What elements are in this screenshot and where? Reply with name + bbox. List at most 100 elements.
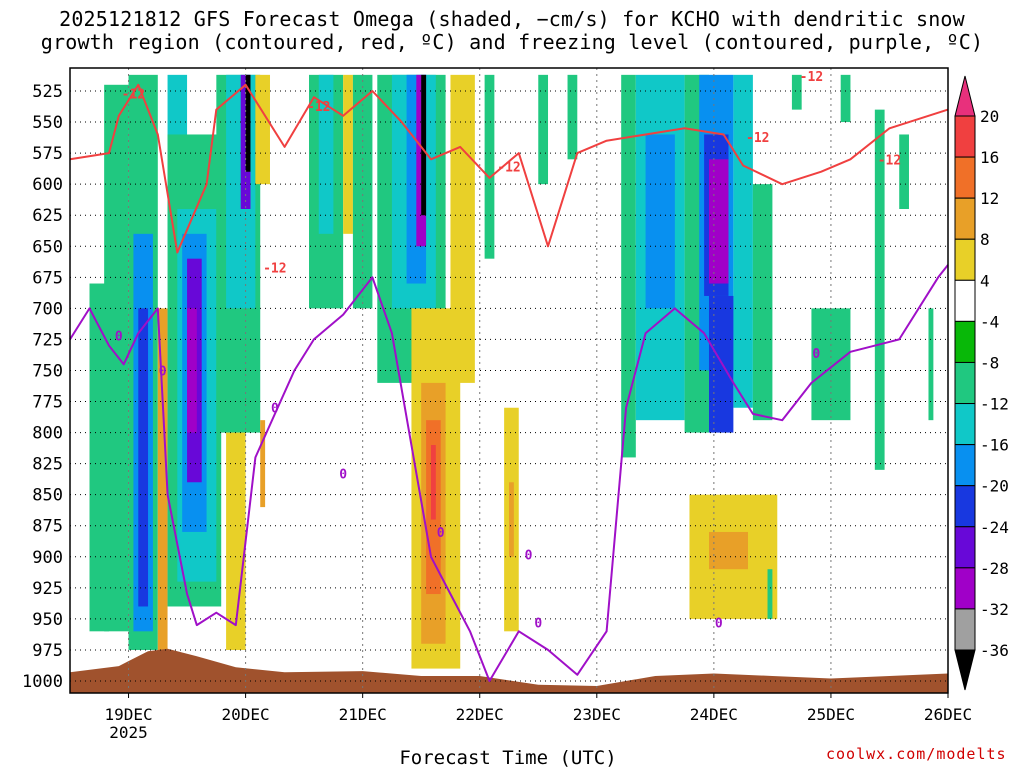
omega-cell xyxy=(567,74,578,160)
pressure-tick-label: 675 xyxy=(32,268,63,288)
colorbar-label: -24 xyxy=(980,518,1009,537)
dendritic-contour-line xyxy=(69,83,949,254)
omega-cell xyxy=(104,84,129,632)
omega-cell xyxy=(352,74,373,309)
time-tick-label: 20DEC xyxy=(222,705,270,724)
colorbar-swatch xyxy=(954,279,976,322)
freezing-contour-label: 0 xyxy=(271,402,279,417)
terrain-area xyxy=(70,648,948,693)
pressure-tick-label: 650 xyxy=(32,237,63,257)
colorbar-swatch xyxy=(954,156,976,199)
freezing-contour-label: 0 xyxy=(159,364,167,379)
colorbar-swatch xyxy=(954,320,976,363)
colorbar-swatch xyxy=(954,197,976,240)
dendritic-contour-label: -12 xyxy=(878,153,901,168)
omega-cell xyxy=(421,74,427,216)
pressure-tick-label: 575 xyxy=(32,144,63,164)
omega-shading xyxy=(70,68,948,693)
omega-cell xyxy=(767,569,773,619)
time-tick-label: 23DEC xyxy=(573,705,621,724)
freezing-contour-label: 0 xyxy=(339,468,347,483)
omega-cell xyxy=(708,531,749,570)
omega-cell xyxy=(450,74,475,383)
colorbar-label: -36 xyxy=(980,641,1009,660)
colorbar-label: -4 xyxy=(980,312,999,331)
time-tick-label: 22DEC xyxy=(456,705,504,724)
omega-cell xyxy=(255,74,270,185)
omega-cell xyxy=(226,74,256,309)
dendritic-contour-label: -12 xyxy=(307,100,330,115)
colorbar-swatch xyxy=(954,403,976,446)
omega-cell xyxy=(89,283,110,632)
omega-cell xyxy=(791,74,802,110)
omega-cell xyxy=(645,134,675,309)
time-tick-label: 19DEC xyxy=(104,705,152,724)
omega-cell xyxy=(430,445,436,520)
freezing-contour-label: 0 xyxy=(715,617,723,632)
dendritic-contour-label: -12 xyxy=(263,261,286,276)
pressure-tick-label: 900 xyxy=(32,548,63,568)
omega-cell xyxy=(245,74,251,172)
pressure-tick-label: 775 xyxy=(32,393,63,413)
dendritic-contour-label: -12 xyxy=(800,70,823,85)
colorbar-swatch xyxy=(954,485,976,528)
omega-cell xyxy=(538,74,549,185)
omega-cell xyxy=(343,74,353,234)
colorbar-bottom-triangle xyxy=(954,649,976,691)
omega-cell xyxy=(157,308,168,657)
omega-cell xyxy=(874,109,885,470)
omega-cell xyxy=(138,308,149,607)
colorbar-label: -32 xyxy=(980,600,1009,619)
omega-cell xyxy=(187,308,197,433)
pressure-tick-label: 600 xyxy=(32,175,63,195)
title-line-1: 2025121812 GFS Forecast Omega (shaded, −… xyxy=(59,7,965,31)
colorbar-label: 8 xyxy=(980,230,990,249)
dendritic-contour-label: -12 xyxy=(122,87,145,102)
pressure-tick-label: 875 xyxy=(32,517,63,537)
year-label: 2025 xyxy=(109,723,148,742)
axes: 525 550 575 600 625 650 675 700 725 750 775 800 825 8… xyxy=(22,67,972,768)
omega-cell xyxy=(621,74,636,458)
omega-cell xyxy=(226,432,246,650)
colorbar-swatch xyxy=(954,526,976,569)
colorbar-swatch xyxy=(954,361,976,405)
dendritic-contour-label: -12 xyxy=(746,131,769,146)
colorbar-swatch xyxy=(954,608,976,651)
omega-cell xyxy=(899,134,909,209)
omega-cell xyxy=(840,74,851,123)
pressure-tick-label: 1000 xyxy=(22,672,63,692)
omega-cell xyxy=(708,295,734,433)
omega-cell xyxy=(318,74,334,234)
x-axis-title: Forecast Time (UTC) xyxy=(399,747,616,768)
pressure-tick-label: 700 xyxy=(32,299,63,319)
omega-cell xyxy=(260,420,266,508)
title-line-2: growth region (contoured, red, ºC) and f… xyxy=(40,30,984,54)
pressure-tick-label: 550 xyxy=(32,113,63,133)
contour-lines: -12 -12 -12 -12 -12 -12 -12 0 0 0 0 0 0 0 0 0 xyxy=(69,70,949,682)
freezing-level-line xyxy=(69,264,949,682)
freezing-contour-label: 0 xyxy=(525,548,533,563)
omega-cell xyxy=(484,74,495,259)
colorbar-label: -8 xyxy=(980,353,999,372)
colorbar-swatch xyxy=(954,444,976,487)
pressure-tick-label: 725 xyxy=(32,330,63,350)
terrain-layer xyxy=(70,648,948,693)
pressure-tick-label: 850 xyxy=(32,486,63,506)
omega-cell xyxy=(928,308,934,421)
plot-frame xyxy=(69,67,949,694)
dendritic-contour-label: -12 xyxy=(497,161,520,176)
colorbar-label: -12 xyxy=(980,395,1009,414)
freezing-contour-label: 0 xyxy=(115,330,123,345)
pressure-tick-label: 825 xyxy=(32,455,63,475)
time-tick-label: 24DEC xyxy=(690,705,738,724)
pressure-tick-label: 625 xyxy=(32,206,63,226)
colorbar-label: 16 xyxy=(980,148,999,167)
omega-cell xyxy=(713,184,724,247)
site-credit[interactable]: coolwx.com/modelts xyxy=(826,745,1007,763)
pressure-tick-label: 750 xyxy=(32,361,63,381)
colorbar-label: -28 xyxy=(980,559,1009,578)
colorbar-top-triangle xyxy=(954,75,976,117)
pressure-tick-label: 975 xyxy=(32,641,63,661)
colorbar-swatch xyxy=(954,238,976,281)
chart-title: 2025121812 GFS Forecast Omega (shaded, −… xyxy=(0,8,1024,54)
